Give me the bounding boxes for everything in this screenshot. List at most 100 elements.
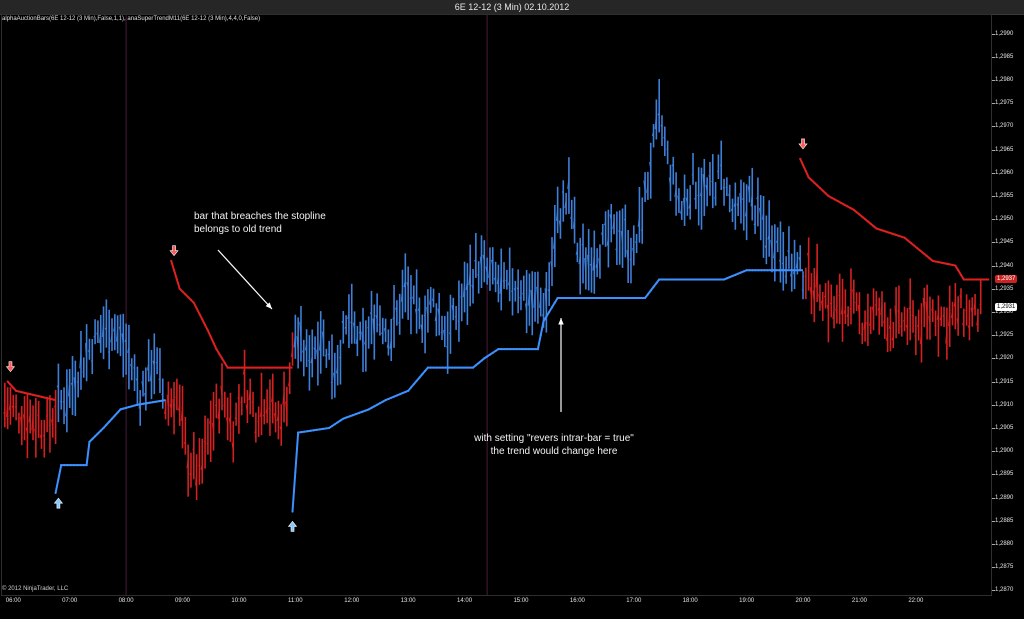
price-bar-tick bbox=[395, 307, 398, 313]
stopline-down-dot bbox=[981, 278, 984, 281]
price-axis[interactable]: 1,2990 1,2985 1,2980 1,2975 1,2970 1,2965 1,29… bbox=[991, 14, 1024, 596]
price-bar-tick bbox=[324, 354, 327, 357]
price-bar-tick bbox=[22, 414, 25, 424]
price-bar-tick bbox=[465, 279, 468, 290]
price-bar-tick bbox=[206, 442, 209, 445]
price-bar-tick bbox=[770, 240, 773, 251]
stopline-up-dot bbox=[155, 400, 158, 403]
stopline-down-dot bbox=[264, 366, 268, 369]
stopline-up-dot bbox=[708, 278, 711, 281]
price-bar-tick bbox=[51, 419, 54, 429]
stopline-down-dot bbox=[261, 366, 265, 369]
price-bar-tick bbox=[967, 325, 970, 331]
price-bar-tick bbox=[361, 331, 364, 350]
price-bar-tick bbox=[62, 401, 65, 403]
stopline-up-dot bbox=[409, 386, 413, 389]
price-bar-tick bbox=[561, 191, 564, 194]
stopline-up-dot bbox=[82, 463, 85, 467]
price-bar-tick bbox=[567, 177, 570, 189]
price-bar-tick bbox=[462, 281, 465, 298]
price-bar-tick bbox=[327, 353, 330, 356]
price-bar-tick bbox=[553, 232, 556, 249]
stopline-down-dot bbox=[972, 278, 975, 281]
stopline-up-dot bbox=[711, 278, 714, 281]
price-bar-tick bbox=[429, 295, 432, 305]
y-tick-label: 1,2950 bbox=[991, 216, 1014, 223]
stopline-up-dot bbox=[336, 421, 339, 424]
stopline-down-dot bbox=[235, 366, 238, 369]
price-bar-tick bbox=[533, 287, 536, 308]
stopline-down-dot bbox=[942, 262, 946, 265]
stopline-up-dot bbox=[373, 405, 376, 408]
price-bar-tick bbox=[341, 320, 344, 325]
stopline-up-dot bbox=[530, 347, 533, 351]
stopline-down-dot bbox=[175, 278, 178, 281]
stopline-down-dot bbox=[861, 215, 864, 218]
price-bar-tick bbox=[730, 206, 733, 211]
stopline-down-dot bbox=[51, 398, 54, 401]
price-bar-tick bbox=[823, 295, 826, 299]
price-bar-tick bbox=[398, 321, 400, 324]
stopline-down-dot bbox=[890, 232, 894, 235]
stopline-down-dot bbox=[872, 225, 875, 228]
stopline-down-dot bbox=[253, 366, 256, 369]
price-bar-tick bbox=[863, 319, 866, 330]
y-tick-label: 1,2985 bbox=[991, 53, 1014, 60]
stopline-up-dot bbox=[370, 406, 373, 409]
price-bar-tick bbox=[508, 279, 511, 286]
price-bar-tick bbox=[733, 200, 736, 207]
stopline-up-dot bbox=[401, 392, 404, 395]
price-bar-tick bbox=[640, 229, 643, 232]
stopline-down-dot bbox=[852, 208, 855, 211]
annotation-line: belongs to old trend bbox=[194, 224, 282, 235]
price-bar-tick bbox=[527, 286, 530, 306]
price-bar-tick bbox=[970, 307, 973, 315]
price-bar-tick bbox=[722, 186, 725, 189]
stopline-up-dot bbox=[315, 428, 318, 431]
stopline-up-dot bbox=[125, 406, 128, 409]
stopline-down-dot bbox=[897, 234, 900, 237]
stopline-down-dot bbox=[969, 278, 972, 281]
stopline-down-dot bbox=[875, 227, 878, 230]
price-bar-tick bbox=[223, 404, 226, 408]
stopline-up-dot bbox=[395, 394, 398, 397]
y-tick-label: 1,2945 bbox=[991, 239, 1014, 246]
price-bar-tick bbox=[115, 326, 119, 342]
price-bar-tick bbox=[866, 322, 869, 328]
stopline-up-dot bbox=[66, 463, 69, 467]
price-bar-tick bbox=[42, 434, 45, 437]
annotation-arrowhead bbox=[558, 318, 564, 325]
price-bar-tick bbox=[781, 262, 784, 265]
stopline-down-dot bbox=[220, 357, 224, 360]
price-bar-tick bbox=[505, 279, 508, 282]
price-bar-tick bbox=[615, 248, 618, 252]
price-bar-tick bbox=[759, 207, 762, 217]
price-bar-tick bbox=[67, 378, 71, 397]
stopline-up-dot bbox=[798, 269, 802, 272]
stopline-up-dot bbox=[116, 411, 119, 414]
stopline-down-dot bbox=[223, 361, 226, 365]
price-bar-tick bbox=[127, 346, 130, 353]
price-bar-tick bbox=[347, 313, 350, 319]
stopline-down-dot bbox=[984, 278, 988, 281]
price-bar-tick bbox=[496, 275, 499, 285]
price-bar-tick bbox=[888, 323, 891, 329]
price-bar-tick bbox=[894, 305, 897, 321]
time-axis[interactable]: 06:00 07:00 08:00 09:00 10:00 11:00 12:00 13:00… bbox=[0, 596, 993, 608]
price-bar-tick bbox=[499, 269, 502, 294]
stopline-down-dot bbox=[244, 366, 247, 369]
price-bar-tick bbox=[493, 277, 496, 283]
price-bar-tick bbox=[711, 180, 714, 183]
price-bar-tick bbox=[237, 397, 240, 400]
price-bar-tick bbox=[124, 338, 127, 342]
price-bar-tick bbox=[654, 112, 657, 130]
price-bar-tick bbox=[302, 350, 305, 355]
annotation-line: with setting "revers intrar-bar = true" bbox=[474, 433, 634, 444]
stopline-down-dot bbox=[282, 366, 285, 369]
plot-area[interactable] bbox=[1, 14, 992, 596]
stopline-up-dot bbox=[415, 379, 418, 382]
stopline-down-dot bbox=[201, 318, 204, 321]
stopline-down-dot bbox=[887, 231, 890, 234]
price-bar-tick bbox=[634, 240, 637, 243]
